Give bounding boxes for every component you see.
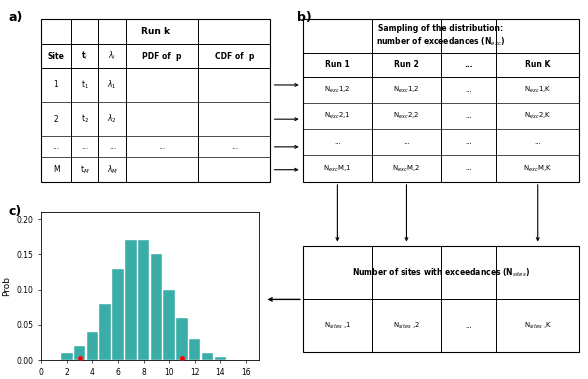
Text: Run 2: Run 2 [394, 61, 419, 69]
Bar [130, 108, 139, 135]
Text: N$_{sites}$ ,1: N$_{sites}$ ,1 [324, 321, 351, 331]
Bar [112, 269, 123, 360]
Text: ...: ... [465, 61, 473, 69]
Text: N$_{exc}$2,K: N$_{exc}$2,K [524, 111, 552, 121]
Bar [252, 75, 259, 100]
Bar [176, 318, 188, 360]
Text: t$_i$: t$_i$ [81, 50, 88, 62]
Text: Run k: Run k [141, 27, 171, 36]
Text: PDF of  p: PDF of p [142, 52, 182, 61]
Text: c): c) [9, 205, 22, 218]
Bar [215, 357, 226, 360]
Text: $\lambda_i$: $\lambda_i$ [108, 50, 116, 62]
Text: ...: ... [403, 139, 410, 145]
Text: $\lambda_2$: $\lambda_2$ [108, 113, 117, 125]
Bar [163, 93, 172, 100]
Text: N$_{exc}$1,2: N$_{exc}$1,2 [393, 85, 420, 95]
Text: ...: ... [465, 87, 472, 93]
Bar [235, 81, 242, 100]
Text: ...: ... [465, 113, 472, 119]
Text: ...: ... [465, 139, 472, 145]
Text: 2: 2 [54, 115, 58, 124]
Bar [243, 110, 250, 135]
Bar [130, 74, 139, 100]
Bar [260, 74, 267, 100]
Bar [227, 115, 234, 135]
Bar [174, 97, 183, 100]
Text: ...: ... [334, 139, 340, 145]
Text: ...: ... [81, 143, 88, 151]
Text: ...: ... [159, 143, 166, 151]
Bar [86, 332, 98, 360]
Bar [210, 127, 217, 135]
Bar [151, 254, 162, 360]
Text: ...: ... [109, 143, 116, 151]
Text: $\lambda_1$: $\lambda_1$ [108, 79, 117, 91]
Y-axis label: Prob: Prob [2, 276, 11, 296]
Bar [74, 346, 85, 360]
Bar [243, 78, 250, 100]
Bar [202, 353, 213, 360]
Bar [252, 108, 259, 135]
Bar [152, 86, 161, 100]
Bar [99, 304, 111, 360]
Text: t$_2$: t$_2$ [81, 113, 89, 125]
Text: N$_{exc}$2,2: N$_{exc}$2,2 [393, 111, 420, 121]
Text: Run K: Run K [525, 61, 550, 69]
Bar [210, 97, 217, 100]
Bar [163, 290, 175, 360]
Text: t$_1$: t$_1$ [81, 79, 89, 91]
Bar [138, 240, 149, 360]
Text: a): a) [9, 11, 23, 24]
Text: ...: ... [465, 166, 472, 171]
Text: Run 1: Run 1 [325, 61, 350, 69]
Bar [174, 134, 183, 135]
Bar [218, 120, 225, 135]
Text: ...: ... [465, 323, 472, 329]
Bar [218, 92, 225, 100]
Bar [185, 99, 195, 100]
Text: ...: ... [52, 143, 59, 151]
Bar [61, 353, 72, 360]
Text: N$_{exc}$1,K: N$_{exc}$1,K [524, 85, 552, 95]
Text: t$_M$: t$_M$ [80, 163, 89, 176]
Text: $\lambda_M$: $\lambda_M$ [106, 163, 118, 176]
Bar [202, 99, 209, 100]
Bar [125, 240, 136, 360]
Bar [227, 87, 234, 100]
Text: Number of sites with exceedances (N$_{sites}$): Number of sites with exceedances (N$_{si… [352, 267, 530, 279]
Text: Site: Site [48, 52, 65, 61]
Text: 1: 1 [54, 80, 58, 89]
Text: N$_{exc}$M,K: N$_{exc}$M,K [523, 163, 552, 174]
Text: CDF of  p: CDF of p [215, 52, 254, 61]
Text: N$_{exc}$1,2: N$_{exc}$1,2 [324, 85, 350, 95]
Text: N$_{exc}$2,1: N$_{exc}$2,1 [324, 111, 350, 121]
Bar [189, 339, 201, 360]
Text: ...: ... [534, 139, 541, 145]
Bar [163, 132, 172, 135]
Text: N$_{exc}$M,1: N$_{exc}$M,1 [323, 163, 352, 174]
Text: N$_{sites}$ ,2: N$_{sites}$ ,2 [393, 321, 420, 331]
Text: ...: ... [231, 143, 238, 151]
Text: N$_{sites}$ ,K: N$_{sites}$ ,K [524, 321, 552, 331]
Text: b): b) [297, 11, 312, 24]
Bar [141, 77, 151, 100]
Bar [141, 121, 151, 135]
Bar [152, 130, 161, 135]
Text: Sampling of the distribution:
number of exceedances (N$_{exc}$): Sampling of the distribution: number of … [376, 24, 506, 48]
Bar [260, 108, 267, 135]
Text: M: M [53, 165, 59, 174]
Bar [202, 131, 209, 135]
Text: N$_{exc}$M,2: N$_{exc}$M,2 [392, 163, 420, 174]
Bar [235, 112, 242, 135]
